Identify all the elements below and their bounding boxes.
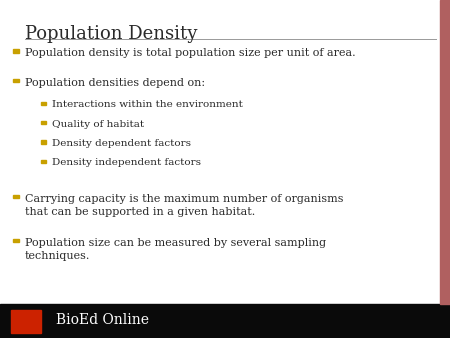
Text: Carrying capacity is the maximum number of organisms
that can be supported in a : Carrying capacity is the maximum number … [25,194,343,217]
Bar [40,160,46,163]
Bar [40,140,46,144]
Bar [440,0,450,304]
Bar [11,310,40,333]
Text: Population size can be measured by several sampling
techniques.: Population size can be measured by sever… [25,238,326,261]
Text: Population Density: Population Density [25,25,197,43]
Text: Density independent factors: Density independent factors [52,158,201,167]
Bar [13,49,19,53]
Bar [0,304,450,338]
Text: Population densities depend on:: Population densities depend on: [25,78,205,88]
Bar [40,121,46,124]
Text: Quality of habitat: Quality of habitat [52,120,144,129]
Bar [13,79,19,82]
Bar [13,195,19,198]
Bar [40,102,46,105]
Text: Population density is total population size per unit of area.: Population density is total population s… [25,48,356,58]
Bar [13,239,19,242]
Text: BioEd Online: BioEd Online [56,313,149,328]
Text: Density dependent factors: Density dependent factors [52,139,191,148]
Text: Interactions within the environment: Interactions within the environment [52,100,243,110]
